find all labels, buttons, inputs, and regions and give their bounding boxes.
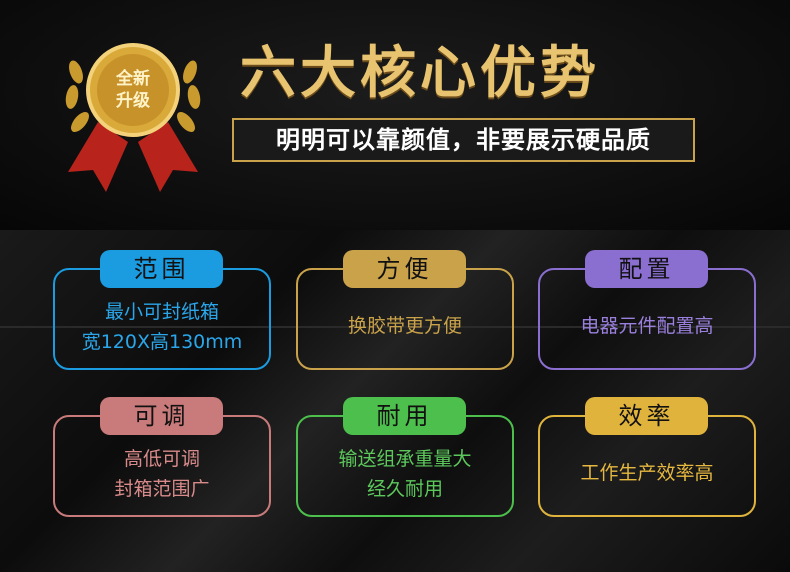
feature-label: 范围 xyxy=(100,250,223,288)
feature-label: 效率 xyxy=(585,397,708,435)
feature-description: 经久耐用 xyxy=(366,478,443,500)
feature-description: 封箱范围广 xyxy=(114,478,210,500)
feature-description: 换胶带更方便 xyxy=(347,315,462,337)
feature-description: 宽120X高130mm xyxy=(81,331,243,353)
feature-description: 输送组承重量大 xyxy=(338,448,472,470)
feature-label: 耐用 xyxy=(343,397,466,435)
feature-description: 电器元件配置高 xyxy=(580,315,714,337)
feature-description: 高低可调 xyxy=(123,448,200,470)
feature-description: 工作生产效率高 xyxy=(580,462,714,484)
feature-label: 方便 xyxy=(343,250,466,288)
medal-text-1: 全新 xyxy=(115,68,150,89)
medal-text-2: 升级 xyxy=(116,90,150,111)
feature-label: 配置 xyxy=(585,250,708,288)
subtitle: 明明可以靠颜值，非要展示硬品质 xyxy=(232,118,695,162)
divider xyxy=(0,326,790,328)
feature-label: 可调 xyxy=(100,397,223,435)
feature-description: 最小可封纸箱 xyxy=(104,301,219,323)
medal-icon: 全新 升级 xyxy=(65,43,201,192)
page-title: 六大核心优势 xyxy=(240,41,600,106)
